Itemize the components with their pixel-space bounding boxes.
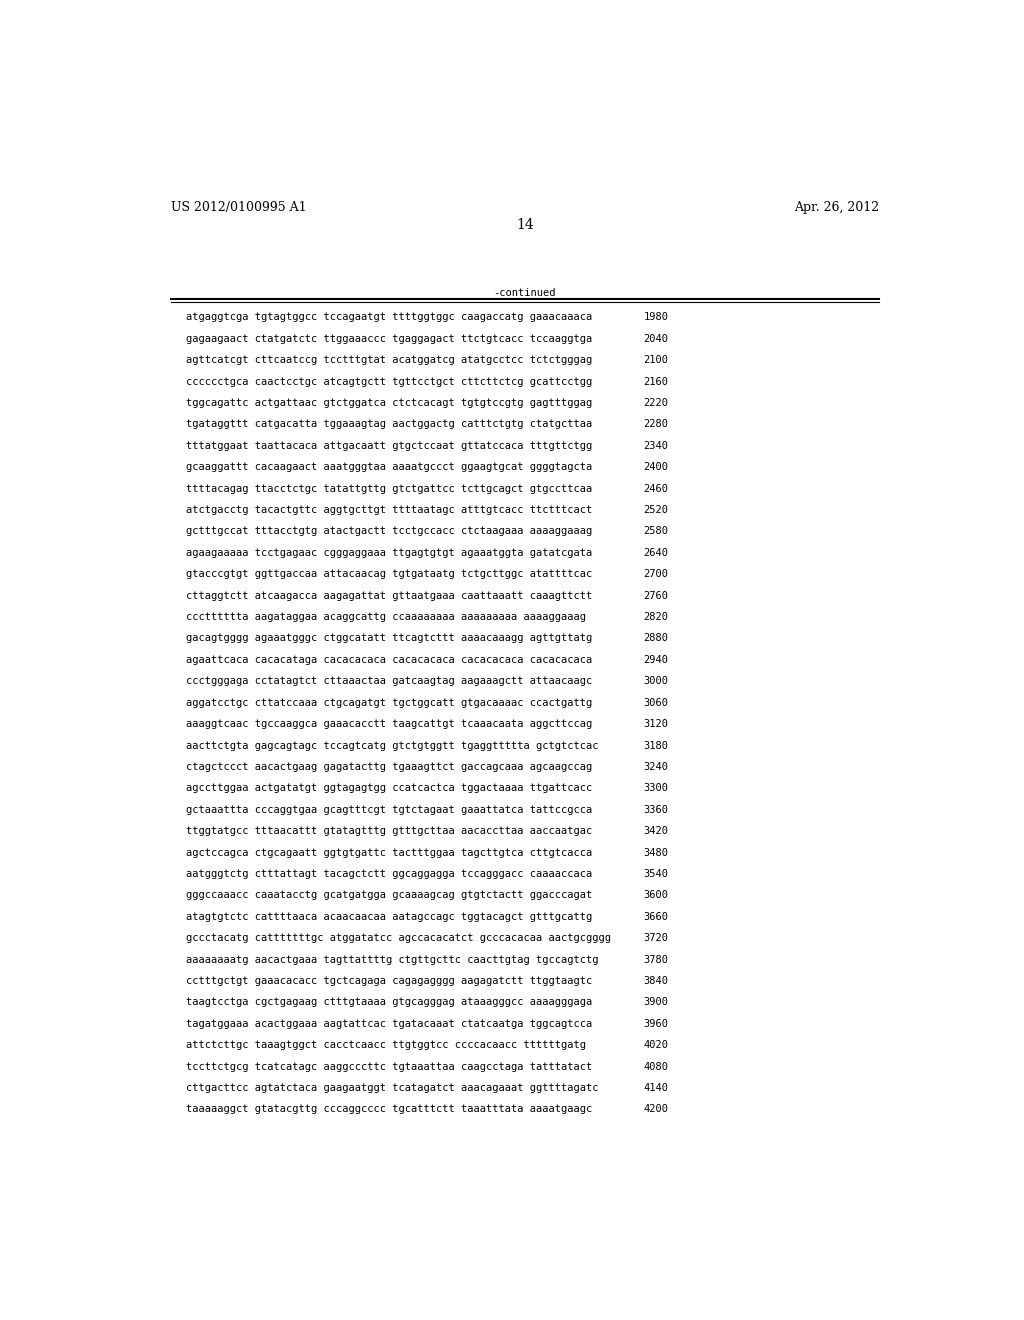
Text: cttaggtctt atcaagacca aagagattat gttaatgaaa caattaaatt caaagttctt: cttaggtctt atcaagacca aagagattat gttaatg… [186, 590, 592, 601]
Text: -continued: -continued [494, 288, 556, 298]
Text: cccccctgca caactcctgc atcagtgctt tgttcctgct cttcttctcg gcattcctgg: cccccctgca caactcctgc atcagtgctt tgttcct… [186, 376, 592, 387]
Text: aaaggtcaac tgccaaggca gaaacacctt taagcattgt tcaaacaata aggcttccag: aaaggtcaac tgccaaggca gaaacacctt taagcat… [186, 719, 592, 729]
Text: gccctacatg catttttttgc atggatatcc agccacacatct gcccacacaa aactgcgggg: gccctacatg catttttttgc atggatatcc agccac… [186, 933, 611, 944]
Text: 4140: 4140 [643, 1082, 669, 1093]
Text: 3840: 3840 [643, 975, 669, 986]
Text: US 2012/0100995 A1: US 2012/0100995 A1 [171, 201, 306, 214]
Text: 4020: 4020 [643, 1040, 669, 1051]
Text: 14: 14 [516, 218, 534, 232]
Text: aaaaaaaatg aacactgaaa tagttattttg ctgttgcttc caacttgtag tgccagtctg: aaaaaaaatg aacactgaaa tagttattttg ctgttg… [186, 954, 599, 965]
Text: aacttctgta gagcagtagc tccagtcatg gtctgtggtt tgaggttttta gctgtctcac: aacttctgta gagcagtagc tccagtcatg gtctgtg… [186, 741, 599, 751]
Text: ttggtatgcc tttaacattt gtatagtttg gtttgcttaa aacaccttaa aaccaatgac: ttggtatgcc tttaacattt gtatagtttg gtttgct… [186, 826, 592, 836]
Text: ccctttttta aagataggaa acaggcattg ccaaaaaaaa aaaaaaaaa aaaaggaaag: ccctttttta aagataggaa acaggcattg ccaaaaa… [186, 612, 586, 622]
Text: tttatggaat taattacaca attgacaatt gtgctccaat gttatccaca tttgttctgg: tttatggaat taattacaca attgacaatt gtgctcc… [186, 441, 592, 451]
Text: atgaggtcga tgtagtggcc tccagaatgt ttttggtggc caagaccatg gaaacaaaca: atgaggtcga tgtagtggcc tccagaatgt ttttggt… [186, 313, 592, 322]
Text: aggatcctgc cttatccaaa ctgcagatgt tgctggcatt gtgacaaaac ccactgattg: aggatcctgc cttatccaaa ctgcagatgt tgctggc… [186, 698, 592, 708]
Text: 4200: 4200 [643, 1105, 669, 1114]
Text: gctttgccat tttacctgtg atactgactt tcctgccacc ctctaagaaa aaaaggaaag: gctttgccat tttacctgtg atactgactt tcctgcc… [186, 527, 592, 536]
Text: agccttggaa actgatatgt ggtagagtgg ccatcactca tggactaaaa ttgattcacc: agccttggaa actgatatgt ggtagagtgg ccatcac… [186, 783, 592, 793]
Text: 2220: 2220 [643, 399, 669, 408]
Text: gctaaattta cccaggtgaa gcagtttcgt tgtctagaat gaaattatca tattccgcca: gctaaattta cccaggtgaa gcagtttcgt tgtctag… [186, 805, 592, 814]
Text: tggcagattc actgattaac gtctggatca ctctcacagt tgtgtccgtg gagtttggag: tggcagattc actgattaac gtctggatca ctctcac… [186, 399, 592, 408]
Text: 3480: 3480 [643, 847, 669, 858]
Text: 2100: 2100 [643, 355, 669, 366]
Text: atagtgtctc cattttaaca acaacaacaa aatagccagc tggtacagct gtttgcattg: atagtgtctc cattttaaca acaacaacaa aatagcc… [186, 912, 592, 921]
Text: 2400: 2400 [643, 462, 669, 473]
Text: agaattcaca cacacataga cacacacaca cacacacaca cacacacaca cacacacaca: agaattcaca cacacataga cacacacaca cacacac… [186, 655, 592, 665]
Text: agctccagca ctgcagaatt ggtgtgattc tactttggaa tagcttgtca cttgtcacca: agctccagca ctgcagaatt ggtgtgattc tactttg… [186, 847, 592, 858]
Text: agttcatcgt cttcaatccg tcctttgtat acatggatcg atatgcctcc tctctgggag: agttcatcgt cttcaatccg tcctttgtat acatgga… [186, 355, 592, 366]
Text: 3900: 3900 [643, 998, 669, 1007]
Text: 3360: 3360 [643, 805, 669, 814]
Text: attctcttgc taaagtggct cacctcaacc ttgtggtcc ccccacaacc ttttttgatg: attctcttgc taaagtggct cacctcaacc ttgtggt… [186, 1040, 586, 1051]
Text: tgataggttt catgacatta tggaaagtag aactggactg catttctgtg ctatgcttaa: tgataggttt catgacatta tggaaagtag aactgga… [186, 420, 592, 429]
Text: gtacccgtgt ggttgaccaa attacaacag tgtgataatg tctgcttggc atattttcac: gtacccgtgt ggttgaccaa attacaacag tgtgata… [186, 569, 592, 579]
Text: gggccaaacc caaatacctg gcatgatgga gcaaaagcag gtgtctactt ggacccagat: gggccaaacc caaatacctg gcatgatgga gcaaaag… [186, 891, 592, 900]
Text: tagatggaaa acactggaaa aagtattcac tgatacaaat ctatcaatga tggcagtcca: tagatggaaa acactggaaa aagtattcac tgataca… [186, 1019, 592, 1028]
Text: gcaaggattt cacaagaact aaatgggtaa aaaatgccct ggaagtgcat ggggtagcta: gcaaggattt cacaagaact aaatgggtaa aaaatgc… [186, 462, 592, 473]
Text: 3120: 3120 [643, 719, 669, 729]
Text: 2940: 2940 [643, 655, 669, 665]
Text: 1980: 1980 [643, 313, 669, 322]
Text: 2160: 2160 [643, 376, 669, 387]
Text: 2280: 2280 [643, 420, 669, 429]
Text: 2640: 2640 [643, 548, 669, 558]
Text: 3660: 3660 [643, 912, 669, 921]
Text: 2340: 2340 [643, 441, 669, 451]
Text: 3780: 3780 [643, 954, 669, 965]
Text: 3540: 3540 [643, 869, 669, 879]
Text: Apr. 26, 2012: Apr. 26, 2012 [794, 201, 879, 214]
Text: 4080: 4080 [643, 1061, 669, 1072]
Text: cttgacttcc agtatctaca gaagaatggt tcatagatct aaacagaaat ggttttagatc: cttgacttcc agtatctaca gaagaatggt tcataga… [186, 1082, 599, 1093]
Text: 3600: 3600 [643, 891, 669, 900]
Text: 2040: 2040 [643, 334, 669, 343]
Text: cctttgctgt gaaacacacc tgctcagaga cagagagggg aagagatctt ttggtaagtc: cctttgctgt gaaacacacc tgctcagaga cagagag… [186, 975, 592, 986]
Text: 2700: 2700 [643, 569, 669, 579]
Text: aatgggtctg ctttattagt tacagctctt ggcaggagga tccagggacc caaaaccaca: aatgggtctg ctttattagt tacagctctt ggcagga… [186, 869, 592, 879]
Text: gacagtgggg agaaatgggc ctggcatatt ttcagtcttt aaaacaaagg agttgttatg: gacagtgggg agaaatgggc ctggcatatt ttcagtc… [186, 634, 592, 643]
Text: 3000: 3000 [643, 676, 669, 686]
Text: gagaagaact ctatgatctc ttggaaaccc tgaggagact ttctgtcacc tccaaggtga: gagaagaact ctatgatctc ttggaaaccc tgaggag… [186, 334, 592, 343]
Text: 3420: 3420 [643, 826, 669, 836]
Text: ccctgggaga cctatagtct cttaaactaa gatcaagtag aagaaagctt attaacaagc: ccctgggaga cctatagtct cttaaactaa gatcaag… [186, 676, 592, 686]
Text: taaaaaggct gtatacgttg cccaggcccc tgcatttctt taaatttata aaaatgaagc: taaaaaggct gtatacgttg cccaggcccc tgcattt… [186, 1105, 592, 1114]
Text: 3240: 3240 [643, 762, 669, 772]
Text: 3180: 3180 [643, 741, 669, 751]
Text: 3720: 3720 [643, 933, 669, 944]
Text: 2460: 2460 [643, 483, 669, 494]
Text: 3300: 3300 [643, 783, 669, 793]
Text: taagtcctga cgctgagaag ctttgtaaaa gtgcagggag ataaagggcc aaaagggaga: taagtcctga cgctgagaag ctttgtaaaa gtgcagg… [186, 998, 592, 1007]
Text: 2820: 2820 [643, 612, 669, 622]
Text: tccttctgcg tcatcatagc aaggcccttc tgtaaattaa caagcctaga tatttatact: tccttctgcg tcatcatagc aaggcccttc tgtaaat… [186, 1061, 592, 1072]
Text: ctagctccct aacactgaag gagatacttg tgaaagttct gaccagcaaa agcaagccag: ctagctccct aacactgaag gagatacttg tgaaagt… [186, 762, 592, 772]
Text: 2760: 2760 [643, 590, 669, 601]
Text: atctgacctg tacactgttc aggtgcttgt ttttaatagc atttgtcacc ttctttcact: atctgacctg tacactgttc aggtgcttgt ttttaat… [186, 506, 592, 515]
Text: 2520: 2520 [643, 506, 669, 515]
Text: ttttacagag ttacctctgc tatattgttg gtctgattcc tcttgcagct gtgccttcaa: ttttacagag ttacctctgc tatattgttg gtctgat… [186, 483, 592, 494]
Text: agaagaaaaa tcctgagaac cgggaggaaa ttgagtgtgt agaaatggta gatatcgata: agaagaaaaa tcctgagaac cgggaggaaa ttgagtg… [186, 548, 592, 558]
Text: 3960: 3960 [643, 1019, 669, 1028]
Text: 2880: 2880 [643, 634, 669, 643]
Text: 3060: 3060 [643, 698, 669, 708]
Text: 2580: 2580 [643, 527, 669, 536]
